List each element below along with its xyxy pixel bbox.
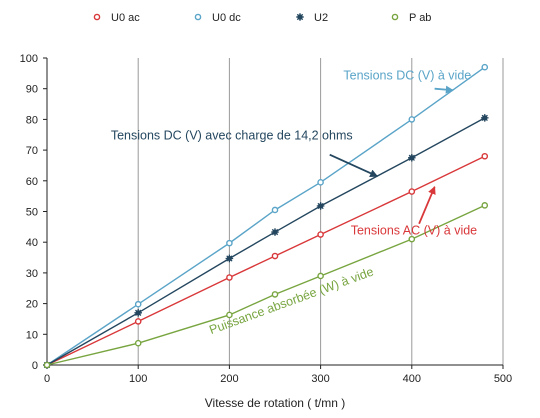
data-point-p-ab [271, 291, 279, 298]
legend-label: U0 ac [111, 12, 140, 24]
series-line-u0-dc [46, 66, 486, 366]
data-point-u0-ac [134, 318, 142, 325]
y-tick-label: 30 [26, 268, 38, 280]
x-tick-label: 300 [311, 373, 329, 385]
data-point-u0-ac [317, 231, 324, 238]
x-tick-label: 0 [44, 373, 50, 385]
data-point-u0-ac [226, 274, 233, 281]
annotation-arrow [418, 186, 436, 225]
y-tick-label: 40 [26, 237, 38, 249]
x-tick-label: 400 [403, 373, 421, 385]
data-point-u0-dc [481, 63, 489, 71]
legend-label: P ab [409, 12, 431, 24]
y-tick-label: 10 [26, 329, 38, 341]
y-tick-label: 90 [26, 84, 38, 96]
legend-marker-u2 [296, 13, 304, 21]
data-point-u0-dc [271, 206, 279, 214]
data-point-u0-ac [271, 252, 279, 260]
y-tick-label: 50 [26, 207, 38, 219]
data-point-u0-dc [226, 239, 233, 247]
data-point-p-ab [317, 272, 324, 280]
legend-item-u0-ac: U0 ac [93, 12, 140, 24]
legend-label: U2 [314, 12, 328, 24]
data-point-u0-dc [408, 116, 416, 123]
x-tick-label: 100 [129, 373, 147, 385]
legend: U0 ac U0 dc U2 P ab [93, 12, 431, 24]
annotation-label: Tensions DC (V) à vide [343, 68, 471, 82]
x-axis-label: Vitesse de rotation ( t/mn ) [205, 396, 346, 410]
series-line-u2 [46, 117, 486, 366]
y-tick-label: 80 [26, 114, 38, 126]
legend-marker-u0-dc [194, 13, 202, 21]
annotation-arrow [329, 153, 379, 178]
annotation-label: Tensions AC (V) à vide [351, 224, 477, 238]
legend-label: U0 dc [212, 12, 241, 24]
x-tick-label: 200 [220, 373, 238, 385]
annotation-arrow [434, 85, 454, 94]
data-point-p-ab [134, 339, 142, 347]
legend-marker-p-ab [391, 13, 399, 21]
legend-item-p-ab: P ab [391, 12, 431, 24]
legend-item-u0-dc: U0 dc [194, 12, 241, 24]
data-point-u0-dc [317, 179, 324, 186]
data-point-u0-ac [481, 152, 489, 160]
data-point-u0-dc [134, 300, 142, 308]
data-point-p-ab [43, 361, 51, 369]
data-point-u2 [271, 228, 279, 236]
series-line-u0-ac [46, 155, 486, 366]
axes: 0 10 20 30 40 50 60 70 80 90 100 0 100 200 300 400 500 [20, 53, 513, 385]
data-point-u2 [225, 254, 234, 263]
y-tick-label: 70 [26, 145, 38, 157]
legend-item-u2: U2 [296, 12, 328, 24]
y-tick-label: 60 [26, 176, 38, 188]
series-group [43, 63, 489, 369]
y-tick-label: 0 [32, 360, 38, 372]
legend-marker-u0-ac [93, 13, 101, 21]
y-tick-label: 20 [26, 299, 38, 311]
grid-lines [137, 58, 504, 365]
annotation-label: Tensions DC (V) avec charge de 14,2 ohms [111, 128, 353, 142]
data-point-p-ab [408, 235, 416, 243]
y-tick-label: 100 [20, 53, 38, 65]
data-point-u2 [408, 153, 416, 162]
data-point-u2 [134, 309, 142, 317]
data-point-u0-ac [408, 188, 416, 195]
data-point-p-ab [481, 202, 489, 209]
data-point-p-ab [226, 311, 233, 319]
x-tick-label: 500 [494, 373, 512, 385]
data-point-u2 [316, 202, 325, 210]
data-point-u2 [480, 114, 489, 122]
